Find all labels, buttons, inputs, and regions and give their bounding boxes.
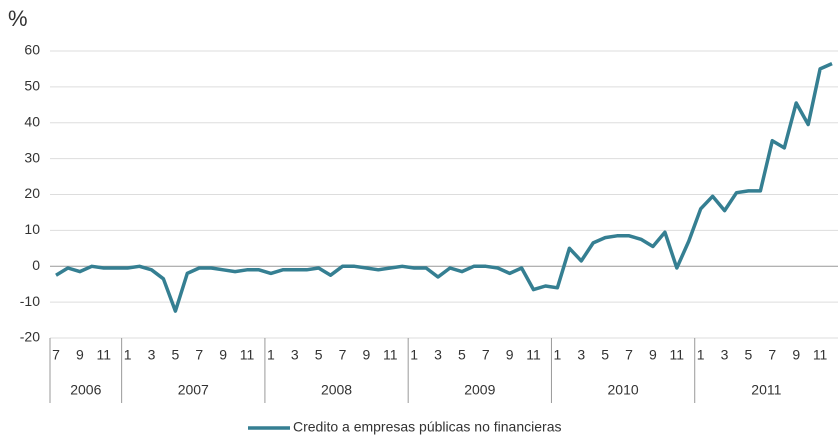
x-tick-label: 5 bbox=[601, 347, 609, 363]
data-line bbox=[55, 62, 833, 313]
x-tick-label: 11 bbox=[670, 347, 685, 363]
x-tick-label: 11 bbox=[526, 347, 541, 363]
x-tick-label: 1 bbox=[124, 347, 132, 363]
x-tick-label: 9 bbox=[76, 347, 84, 363]
y-tick-label: 30 bbox=[24, 149, 40, 165]
year-label: 2011 bbox=[751, 382, 781, 398]
x-tick-label: 9 bbox=[219, 347, 227, 363]
y-tick-label: -20 bbox=[20, 329, 40, 345]
y-tick-label: 0 bbox=[32, 257, 40, 273]
x-tick-label: 5 bbox=[745, 347, 753, 363]
year-label: 2007 bbox=[178, 382, 209, 398]
x-tick-label: 7 bbox=[768, 347, 776, 363]
year-label: 2010 bbox=[608, 382, 639, 398]
x-tick-label: 7 bbox=[339, 347, 347, 363]
x-tick-label: 9 bbox=[506, 347, 514, 363]
x-tick-label: 5 bbox=[315, 347, 323, 363]
x-tick-label: 9 bbox=[649, 347, 657, 363]
x-tick-label: 3 bbox=[291, 347, 299, 363]
y-tick-label: 40 bbox=[24, 113, 40, 129]
x-tick-label: 1 bbox=[410, 347, 418, 363]
legend-label: Credito a empresas públicas no financier… bbox=[293, 419, 561, 435]
x-tick-label: 3 bbox=[148, 347, 156, 363]
x-tick-label: 7 bbox=[482, 347, 490, 363]
x-tick-label: 3 bbox=[721, 347, 729, 363]
x-tick-label: 1 bbox=[554, 347, 562, 363]
x-tick-label: 7 bbox=[195, 347, 203, 363]
x-tick-label: 1 bbox=[697, 347, 705, 363]
x-tick-label: 3 bbox=[434, 347, 442, 363]
x-tick-label: 1 bbox=[267, 347, 275, 363]
year-label: 2008 bbox=[321, 382, 352, 398]
y-tick-label: 10 bbox=[24, 221, 40, 237]
x-tick-label: 3 bbox=[577, 347, 585, 363]
x-tick-label: 11 bbox=[813, 347, 828, 363]
x-tick-label: 7 bbox=[52, 347, 60, 363]
x-tick-label: 11 bbox=[240, 347, 255, 363]
y-axis-label: % bbox=[8, 6, 28, 31]
x-tick-label: 5 bbox=[458, 347, 466, 363]
x-tick-label: 9 bbox=[792, 347, 800, 363]
y-tick-label: -10 bbox=[20, 293, 40, 309]
x-tick-label: 11 bbox=[96, 347, 111, 363]
y-tick-label: 50 bbox=[24, 78, 40, 94]
x-tick-label: 11 bbox=[383, 347, 398, 363]
year-label: 2009 bbox=[464, 382, 495, 398]
y-tick-label: 60 bbox=[24, 42, 40, 58]
x-tick-label: 9 bbox=[362, 347, 370, 363]
x-tick-label: 7 bbox=[625, 347, 633, 363]
x-tick-label: 5 bbox=[171, 347, 179, 363]
year-label: 2006 bbox=[70, 382, 101, 398]
y-tick-label: 20 bbox=[24, 185, 40, 201]
